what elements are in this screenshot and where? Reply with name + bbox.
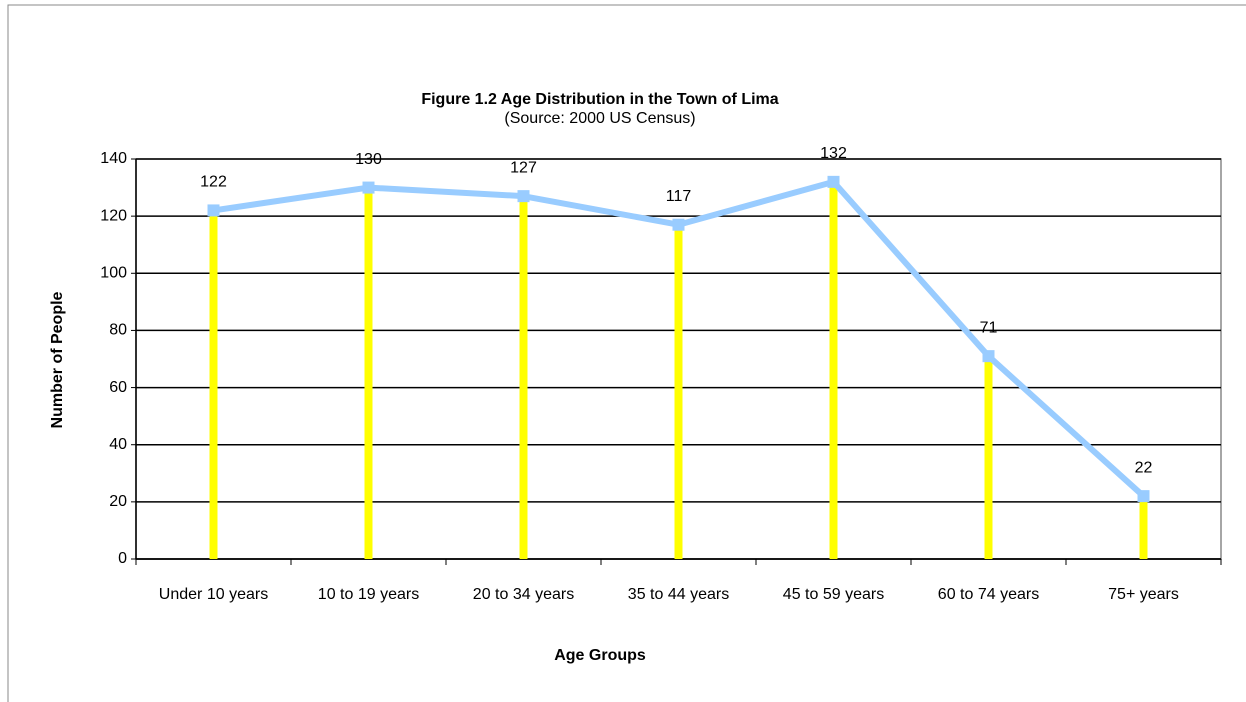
marker [362,181,375,194]
x-tick-label: 10 to 19 years [318,586,419,603]
y-tick-label: 100 [100,265,127,282]
bar [1139,496,1148,559]
x-axis-label: Age Groups [554,647,646,664]
marker [982,350,995,363]
x-tick-label: Under 10 years [159,586,268,603]
marker [517,190,530,203]
y-tick-label: 40 [109,436,127,453]
data-label: 22 [1135,459,1153,476]
marker [827,175,840,188]
y-tick-label: 140 [100,150,127,167]
marker [672,218,685,231]
data-label: 71 [980,319,998,336]
chart-subtitle: (Source: 2000 US Census) [504,110,695,127]
bar [364,187,373,560]
data-label: 132 [820,145,847,162]
data-label: 122 [200,174,227,191]
y-axis-label: Number of People [49,291,66,428]
bar [674,224,683,559]
bar [209,210,218,559]
x-tick-label: 75+ years [1108,586,1179,603]
y-tick-label: 120 [100,207,127,224]
x-tick-label: 35 to 44 years [628,586,729,603]
chart-title: Figure 1.2 Age Distribution in the Town … [421,91,778,108]
y-tick-label: 60 [109,379,127,396]
x-tick-label: 20 to 34 years [473,586,574,603]
y-tick-label: 80 [109,322,127,339]
y-tick-label: 20 [109,493,127,510]
marker [1137,490,1150,503]
bar [829,181,838,559]
bar [984,356,993,559]
x-tick-label: 60 to 74 years [938,586,1039,603]
marker [207,204,220,217]
x-tick-label: 45 to 59 years [783,586,884,603]
data-label: 117 [666,188,692,205]
data-label: 127 [510,159,537,176]
bar [519,196,528,559]
frame [7,4,1246,702]
data-label: 130 [355,151,382,168]
y-tick-label: 0 [118,550,127,567]
